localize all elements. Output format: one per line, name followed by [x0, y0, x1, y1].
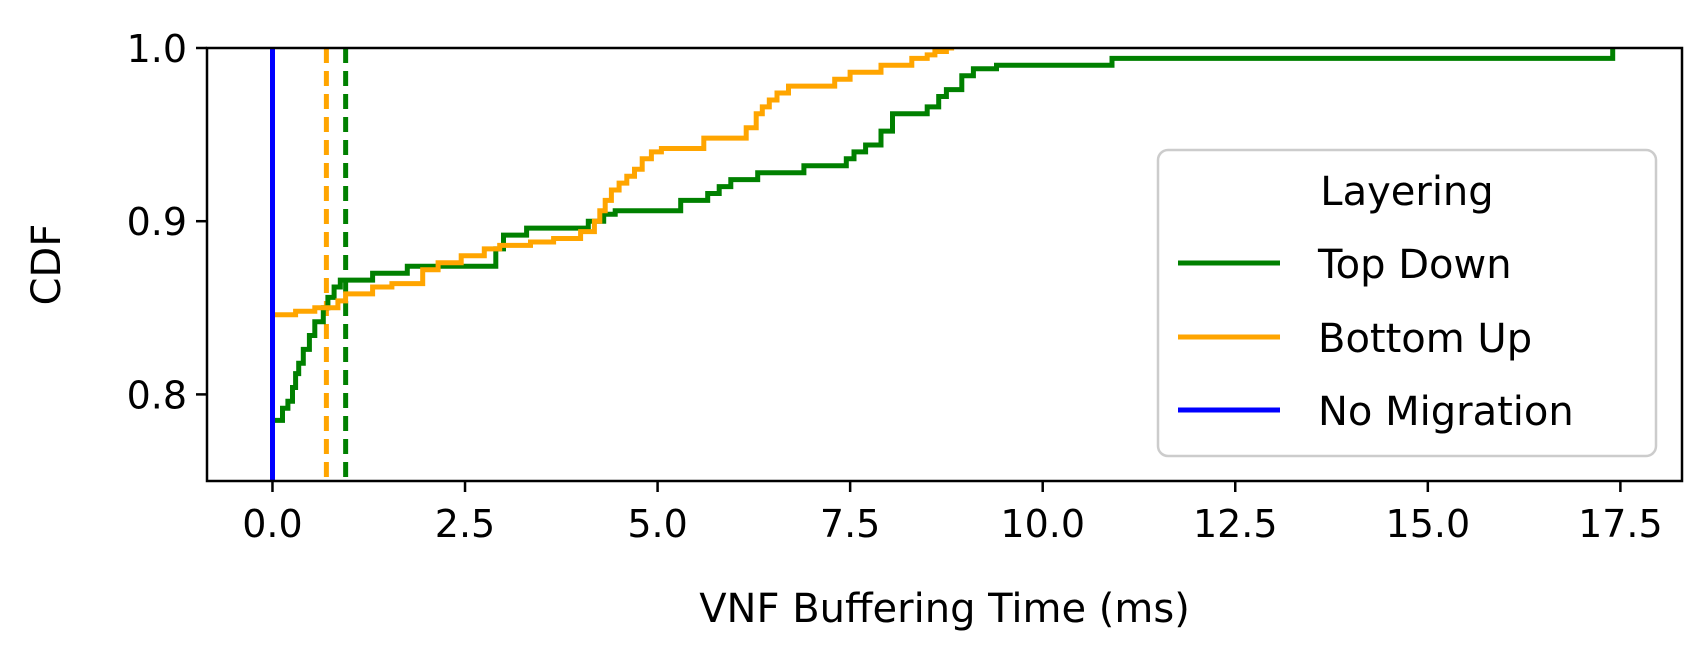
x-tick-label: 5.0	[627, 502, 687, 546]
legend-frame	[1156, 148, 1658, 458]
y-tick-label: 1.0	[127, 27, 187, 71]
series-bottom-up	[272, 48, 955, 318]
x-tick-label: 2.5	[435, 502, 495, 546]
x-tick-label: 15.0	[1386, 502, 1471, 546]
legend-label-top-down: Top Down	[1317, 242, 1512, 288]
legend-label-bottom-up: Bottom Up	[1318, 316, 1532, 362]
x-tick-label: 12.5	[1193, 502, 1278, 546]
series-top-down	[272, 48, 1616, 423]
y-tick-label: 0.9	[127, 200, 187, 244]
x-axis: 0.0 2.5 5.0 7.5 10.0 12.5 15.0 17.5	[242, 481, 1663, 546]
y-axis: 0.8 0.9 1.0	[127, 27, 207, 417]
x-tick-label: 10.0	[1000, 502, 1085, 546]
x-tick-label: 0.0	[242, 502, 302, 546]
plot-frame	[205, 46, 1684, 483]
x-tick-label: 17.5	[1578, 502, 1663, 546]
legend-title: Layering	[1320, 169, 1493, 215]
legend: Layering Top Down Bottom Up No Migration	[1156, 148, 1658, 458]
legend-label-no-migration: No Migration	[1318, 389, 1574, 435]
y-tick-label: 0.8	[127, 373, 187, 417]
x-tick-label: 7.5	[820, 502, 880, 546]
x-axis-label: VNF Buffering Time (ms)	[699, 586, 1190, 632]
y-axis-label: CDF	[24, 224, 70, 306]
data-layer	[270, 48, 1616, 481]
